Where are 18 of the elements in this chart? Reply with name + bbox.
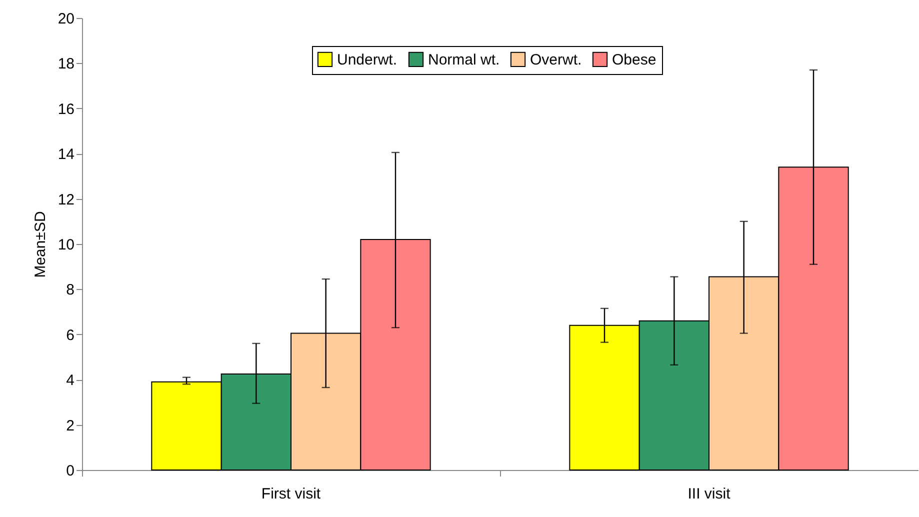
y-tick-label: 4 xyxy=(66,372,74,390)
x-tick-label: First visit xyxy=(261,486,322,502)
y-tick-label: 10 xyxy=(58,236,74,254)
legend-label: Obese xyxy=(612,51,656,68)
legend-label: Normal wt. xyxy=(428,51,500,68)
y-tick-label: 12 xyxy=(58,191,74,208)
y-tick-label: 20 xyxy=(58,10,74,28)
x-tick-label: III visit xyxy=(688,486,732,502)
y-tick-label: 16 xyxy=(58,100,74,118)
y-tick-label: 14 xyxy=(58,146,74,164)
legend-label: Underwt. xyxy=(337,51,398,68)
y-tick-label: 0 xyxy=(66,462,74,480)
y-tick-label: 18 xyxy=(58,56,74,73)
y-tick-label: 6 xyxy=(66,326,74,344)
legend-label: Overwt. xyxy=(530,51,582,68)
y-tick-label: 2 xyxy=(66,417,74,434)
y-axis-title: Mean±SD xyxy=(32,211,49,278)
y-tick-label: 8 xyxy=(66,282,74,299)
